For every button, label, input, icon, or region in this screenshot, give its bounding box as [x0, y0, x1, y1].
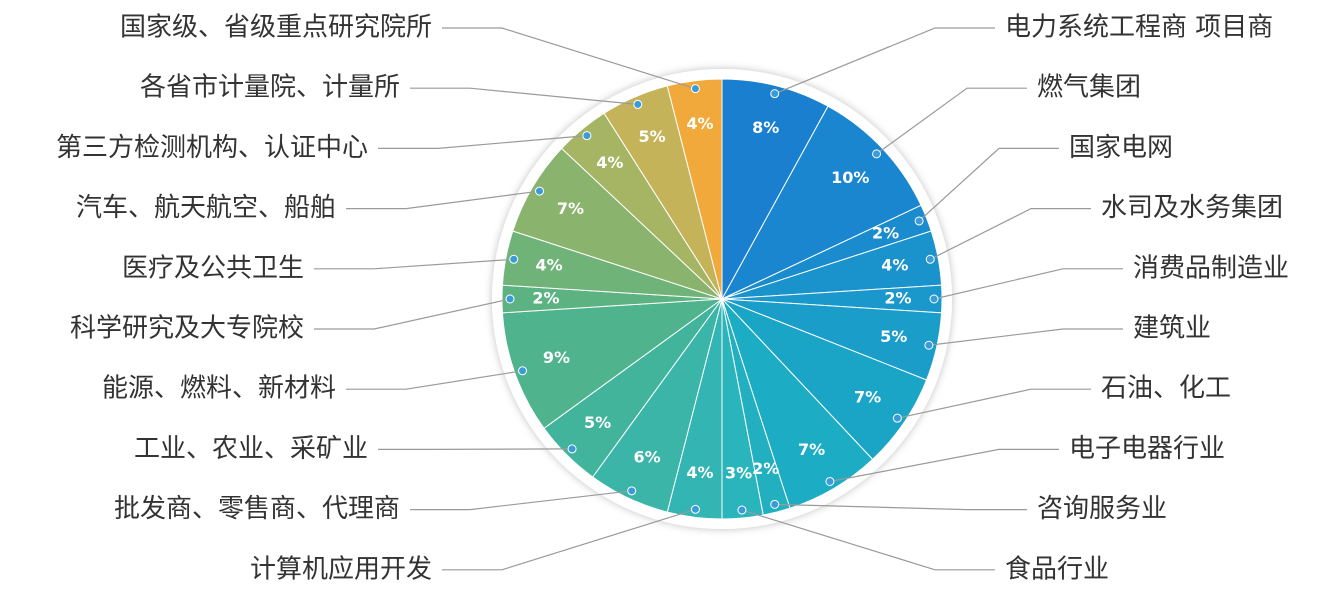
value-label: 7%: [854, 387, 881, 406]
leader-line: [775, 28, 995, 94]
value-label: 4%: [596, 153, 623, 172]
value-label: 7%: [557, 199, 584, 218]
value-label: 8%: [752, 118, 779, 137]
leader-dot: [568, 445, 576, 453]
value-label: 4%: [536, 256, 563, 275]
leader-line: [877, 88, 1027, 154]
leader-dot: [771, 90, 779, 98]
category-label: 第三方检测机构、认证中心: [56, 133, 368, 163]
leader-line: [929, 329, 1123, 345]
leader-line: [919, 148, 1059, 221]
value-label: 10%: [831, 168, 869, 187]
value-label: 2%: [752, 459, 779, 478]
leader-dot: [893, 414, 901, 422]
leader-line: [314, 259, 514, 269]
leader-line: [934, 269, 1123, 299]
value-label: 2%: [884, 289, 911, 308]
category-label: 电力系统工程商 项目商: [1005, 13, 1273, 43]
leader-dot: [628, 487, 636, 495]
leader-line: [314, 299, 510, 329]
value-label: 5%: [880, 327, 907, 346]
value-label: 9%: [543, 348, 570, 367]
leader-dot: [536, 187, 544, 195]
category-label: 石油、化工: [1101, 374, 1231, 404]
category-label: 燃气集团: [1037, 73, 1141, 103]
leader-dot: [583, 132, 591, 140]
leader-dot: [691, 85, 699, 93]
leader-dot: [691, 505, 699, 513]
category-label: 电子电器行业: [1069, 434, 1225, 464]
category-label: 科学研究及大专院校: [70, 314, 304, 344]
value-label: 4%: [686, 114, 713, 133]
category-label: 工业、农业、采矿业: [134, 434, 368, 464]
value-label: 5%: [584, 413, 611, 432]
category-label: 各省市计量院、计量所: [140, 73, 400, 103]
leader-dot: [915, 217, 923, 225]
category-label: 国家级、省级重点研究院所: [120, 13, 432, 43]
value-label: 3%: [725, 464, 752, 483]
value-label: 7%: [798, 440, 825, 459]
value-label: 2%: [532, 289, 559, 308]
slices: [502, 79, 942, 519]
leader-dot: [926, 255, 934, 263]
value-label: 6%: [633, 448, 660, 467]
category-label: 消费品制造业: [1133, 253, 1289, 283]
leader-dot: [826, 477, 834, 485]
leader-dot: [771, 500, 779, 508]
leader-dot: [634, 100, 642, 108]
category-label: 计算机应用开发: [250, 554, 432, 584]
leader-dot: [930, 295, 938, 303]
leader-dot: [510, 255, 518, 263]
value-label: 4%: [881, 256, 908, 275]
value-label: 2%: [872, 224, 899, 243]
leader-line: [410, 491, 632, 510]
leader-dot: [738, 506, 746, 514]
leader-dot: [873, 150, 881, 158]
leader-line: [346, 191, 540, 209]
category-label: 医疗及公共卫生: [122, 253, 304, 283]
category-label: 咨询服务业: [1037, 494, 1167, 524]
leader-dot: [925, 341, 933, 349]
category-label: 食品行业: [1005, 554, 1109, 584]
value-label: 5%: [639, 127, 666, 146]
leader-dot: [519, 367, 527, 375]
value-label: 4%: [686, 463, 713, 482]
category-label: 汽车、航天航空、船舶: [76, 193, 336, 223]
leader-line: [346, 371, 523, 389]
leader-dot: [506, 295, 514, 303]
category-label: 水司及水务集团: [1101, 193, 1283, 223]
category-label: 国家电网: [1069, 133, 1173, 163]
category-label: 建筑业: [1133, 314, 1211, 344]
category-label: 批发商、零售商、代理商: [114, 494, 400, 524]
category-label: 能源、燃料、新材料: [102, 374, 336, 404]
leader-line: [930, 209, 1091, 260]
